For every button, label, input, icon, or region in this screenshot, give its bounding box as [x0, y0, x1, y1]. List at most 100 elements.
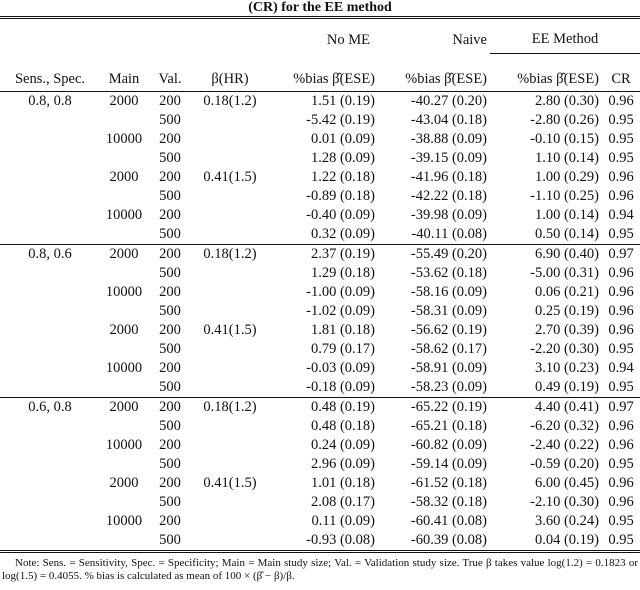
table-cell: [100, 225, 148, 245]
table-cell: 200: [159, 399, 181, 415]
table-cell: 200: [159, 437, 181, 453]
table-cell: -1.02 (0.09): [306, 303, 375, 319]
table-cell: 0.96: [608, 169, 634, 185]
table-cell: 2000: [109, 169, 139, 185]
table-cell: [100, 340, 148, 359]
group-header-row: No ME Naive EE Method: [0, 17, 640, 54]
table-cell: 200: [159, 246, 181, 262]
table-row: 500 1.29 (0.18) -53.62 (0.18) -5.00 (0.31) 0…: [0, 264, 640, 283]
table-note: Note: Sens. = Sensitivity, Spec. = Speci…: [2, 557, 638, 582]
table-cell: 0.95: [608, 513, 634, 529]
table-cell: -58.31 (0.09): [410, 303, 487, 319]
table-cell: -65.22 (0.19): [410, 399, 487, 415]
table-cell: -53.62 (0.18): [410, 265, 487, 281]
col-header-bias-no-me: %bias β̂(ESE): [268, 53, 378, 92]
table-row: 2000 200 0.41(1.5) 1.81 (0.18) -56.62 (0.19)…: [0, 321, 640, 340]
table-cell: [192, 512, 268, 531]
table-cell: 0.96: [608, 494, 634, 510]
table-row: 10000 200 -0.40 (0.09) -39.98 (0.09) 1.00 (0…: [0, 206, 640, 225]
table-header: No ME Naive EE Method Sens., Spec. Main …: [0, 17, 640, 92]
table-cell: -55.49 (0.20): [410, 246, 487, 262]
table-cell: [0, 302, 100, 321]
table-cell: 1.01 (0.18): [310, 475, 375, 491]
table-cell: -40.11 (0.08): [411, 226, 487, 242]
table-cell: 0.95: [608, 150, 634, 166]
table-cell: 4.40 (0.41): [534, 399, 599, 415]
table-cell: [0, 455, 100, 474]
group-header-naive: Naive: [452, 31, 487, 48]
table-row: 0.8, 0.6 2000 200 0.18(1.2) 2.37 (0.19) -55.4…: [0, 245, 640, 265]
table-cell: -5.42 (0.19): [306, 112, 375, 128]
table-cell: 0.95: [608, 226, 634, 242]
table-cell: 200: [159, 93, 181, 109]
group-header-spacer: [0, 18, 268, 54]
table-cell: 500: [159, 188, 181, 204]
table-cell: 1.10 (0.14): [534, 150, 599, 166]
table-cell: 1.51 (0.19): [310, 93, 375, 109]
table-cell: -0.40 (0.09): [306, 207, 375, 223]
table-cell: -60.41 (0.08): [410, 513, 487, 529]
table-cell: 0.8, 0.8: [28, 93, 72, 109]
group-header-no-me: No ME: [326, 31, 370, 48]
table-cell: 2.80 (0.30): [534, 93, 599, 109]
table-row: 10000 200 -0.03 (0.09) -58.91 (0.09) 3.10 (0…: [0, 359, 640, 378]
table-row: 500 1.28 (0.09) -39.15 (0.09) 1.10 (0.14) 0.…: [0, 149, 640, 168]
table-cell: [100, 111, 148, 130]
table-cell: 0.96: [608, 322, 634, 338]
table-cell: [100, 149, 148, 168]
table-cell: 6.00 (0.45): [534, 475, 599, 491]
table-cell: -2.10 (0.30): [530, 494, 599, 510]
table-cell: 2.96 (0.09): [310, 456, 375, 472]
table-cell: 0.97: [608, 399, 634, 415]
table-cell: 10000: [105, 131, 143, 147]
table-cell: [192, 531, 268, 552]
table-cell: 200: [159, 475, 181, 491]
table-caption: (CR) for the EE method: [248, 0, 392, 15]
table-cell: 0.96: [608, 418, 634, 434]
table-cell: 200: [159, 360, 181, 376]
table-cell: 2.37 (0.19): [310, 246, 375, 262]
table-cell: 200: [159, 207, 181, 223]
table-cell: 0.95: [608, 112, 634, 128]
table-cell: 0.95: [608, 131, 634, 147]
table-cell: 2.08 (0.17): [310, 494, 375, 510]
table-cell: 10000: [105, 207, 143, 223]
table-cell: 2000: [109, 399, 139, 415]
table-cell: -42.22 (0.18): [410, 188, 487, 204]
table-cell: 0.95: [608, 456, 634, 472]
table-cell: 500: [159, 265, 181, 281]
table-cell: 0.95: [608, 341, 634, 357]
table-cell: 1.81 (0.18): [310, 322, 375, 338]
table-cell: 1.29 (0.18): [310, 265, 375, 281]
table-cell: 0.25 (0.19): [534, 303, 599, 319]
table-cell: 2000: [109, 322, 139, 338]
table-cell: 6.90 (0.40): [534, 246, 599, 262]
table-cell: -0.93 (0.08): [306, 532, 375, 548]
table-cell: [192, 264, 268, 283]
table-cell: 0.95: [608, 532, 634, 548]
table-row: 10000 200 -1.00 (0.09) -58.16 (0.09) 0.06 (0…: [0, 283, 640, 302]
table-row: 500 2.08 (0.17) -58.32 (0.18) -2.10 (0.30) 0…: [0, 493, 640, 512]
table-cell: [0, 264, 100, 283]
col-header-bias-naive: %bias β̂(ESE): [378, 53, 490, 92]
table-row: 0.6, 0.8 2000 200 0.18(1.2) 0.48 (0.19) -65.2…: [0, 398, 640, 418]
table-row: 0.8, 0.8 2000 200 0.18(1.2) 1.51 (0.19) -40.2…: [0, 92, 640, 112]
table-cell: -6.20 (0.32): [530, 418, 599, 434]
table-cell: 0.96: [608, 188, 634, 204]
table-cell: [192, 455, 268, 474]
table-row: 500 -0.18 (0.09) -58.23 (0.09) 0.49 (0.19) 0…: [0, 378, 640, 398]
table-cell: [192, 111, 268, 130]
table-cell: [192, 206, 268, 225]
table-row: 500 0.79 (0.17) -58.62 (0.17) -2.20 (0.30) 0…: [0, 340, 640, 359]
table-cell: 10000: [105, 437, 143, 453]
table-cell: 1.22 (0.18): [310, 169, 375, 185]
table-cell: 2000: [109, 475, 139, 491]
table-cell: 200: [159, 322, 181, 338]
table-cell: [100, 531, 148, 552]
table-cell: -0.59 (0.20): [530, 456, 599, 472]
table-cell: 0.50 (0.14): [534, 226, 599, 242]
table-cell: 0.01 (0.09): [310, 131, 375, 147]
table-cell: 0.6, 0.8: [28, 399, 72, 415]
table-block: 0.8, 0.6 2000 200 0.18(1.2) 2.37 (0.19) -55.4…: [0, 244, 640, 398]
table-cell: [192, 493, 268, 512]
